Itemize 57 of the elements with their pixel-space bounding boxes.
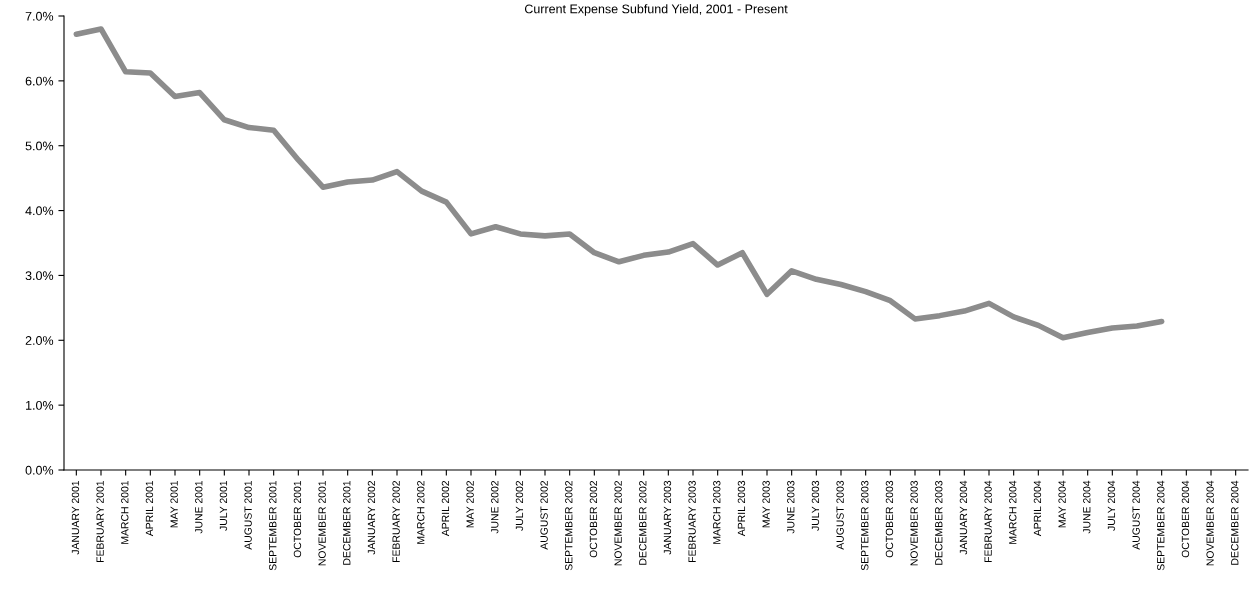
- x-tick-label: AUGUST 2001: [244, 480, 252, 550]
- x-tick-label: JANUARY 2002: [367, 480, 376, 555]
- y-tick-label: 7.0%: [25, 11, 54, 21]
- x-tick-label: JULY 2003: [811, 480, 820, 531]
- x-tick-label: OCTOBER 2004: [1181, 480, 1190, 558]
- x-tick-label: SEPTEMBER 2004: [1157, 480, 1165, 571]
- x-tick-label: DECEMBER 2002: [639, 480, 647, 565]
- x-tick-label: SEPTEMBER 2002: [565, 480, 573, 571]
- x-tick-label: DECEMBER 2001: [343, 480, 351, 565]
- x-tick-label: JANUARY 2001: [71, 480, 80, 555]
- x-tick-label: APRIL 2001: [145, 480, 154, 537]
- x-tick-label: NOVEMBER 2004: [1206, 480, 1214, 566]
- x-tick-label: MAY 2002: [466, 480, 474, 528]
- x-tick-label: JULY 2002: [515, 480, 524, 531]
- x-tick-label: JUNE 2003: [787, 480, 795, 534]
- x-tick-label: FEBRUARY 2001: [96, 480, 104, 562]
- x-tick-label: JUNE 2002: [491, 480, 499, 534]
- y-tick-label: 4.0%: [25, 206, 54, 216]
- x-tick-label: NOVEMBER 2003: [910, 480, 918, 566]
- x-tick-label: DECEMBER 2003: [935, 480, 943, 565]
- x-tick-label: OCTOBER 2001: [293, 480, 302, 558]
- y-tick-label: 2.0%: [25, 336, 54, 345]
- x-tick-label: JANUARY 2004: [959, 480, 968, 555]
- x-tick-label: SEPTEMBER 2001: [269, 480, 277, 571]
- x-tick-label: JUNE 2001: [195, 480, 203, 534]
- x-tick-label: MAY 2001: [170, 480, 178, 528]
- x-tick-label: FEBRUARY 2003: [688, 480, 696, 562]
- x-tick-label: MARCH 2003: [713, 480, 721, 544]
- x-tick-label: FEBRUARY 2004: [984, 480, 992, 562]
- x-tick-label: JUNE 2004: [1083, 480, 1091, 534]
- chart-title: Current Expense Subfund Yield, 2001 - Present: [524, 4, 788, 16]
- x-tick-label: OCTOBER 2003: [885, 480, 894, 558]
- x-tick-label: JULY 2004: [1107, 480, 1116, 531]
- x-tick-label: SEPTEMBER 2003: [861, 480, 869, 571]
- y-tick-label: 6.0%: [25, 76, 54, 86]
- x-tick-label: JANUARY 2003: [663, 480, 672, 555]
- x-tick-label: MAY 2003: [762, 480, 770, 528]
- y-tick-label: 3.0%: [25, 271, 54, 281]
- x-tick-label: FEBRUARY 2002: [392, 480, 400, 562]
- x-tick-label: MAY 2004: [1058, 480, 1066, 528]
- x-tick-label: DECEMBER 2004: [1231, 480, 1239, 565]
- y-tick-label: 1.0%: [26, 400, 54, 410]
- x-tick-label: APRIL 2002: [441, 480, 450, 537]
- x-tick-label: NOVEMBER 2002: [614, 480, 622, 566]
- x-tick-label: APRIL 2003: [737, 480, 746, 537]
- x-tick-label: MARCH 2002: [417, 480, 425, 544]
- x-tick-label: AUGUST 2004: [1132, 480, 1140, 550]
- x-tick-label: AUGUST 2003: [836, 480, 844, 550]
- y-tick-label: 0.0%: [25, 465, 54, 475]
- x-tick-label: JULY 2001: [219, 480, 228, 531]
- x-tick-label: MARCH 2004: [1009, 480, 1017, 544]
- x-tick-label: OCTOBER 2002: [589, 480, 598, 558]
- x-tick-label: NOVEMBER 2001: [318, 480, 326, 566]
- y-tick-label: 5.0%: [25, 141, 54, 151]
- x-tick-label: MARCH 2001: [121, 480, 129, 544]
- x-tick-label: APRIL 2004: [1033, 480, 1042, 537]
- x-tick-label: AUGUST 2002: [540, 480, 548, 550]
